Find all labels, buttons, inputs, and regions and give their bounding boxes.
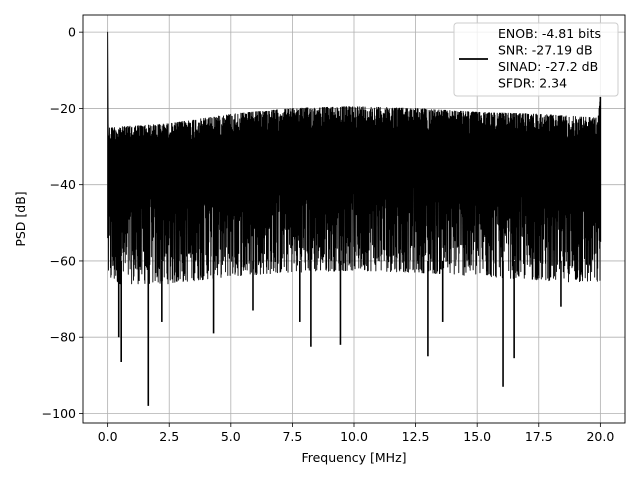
x-tick-label: 7.5 [282,429,302,444]
y-tick-label: −20 [50,101,76,116]
x-tick-label: 15.0 [463,429,491,444]
x-tick-label: 5.0 [221,429,241,444]
data-layer [107,31,602,406]
y-axis-label: PSD [dB] [13,191,28,246]
x-tick-label: 0.0 [98,429,118,444]
y-tick-label: −100 [42,406,76,421]
legend-entry-snr: SNR: -27.19 dB [498,43,593,58]
y-tick-label: 0 [68,25,76,40]
psd-trace [107,31,601,285]
ticks: 0.0 2.5 5.0 7.5 10.0 12.5 15.0 17.5 20.0 0 −20 −40 −… [42,25,615,444]
x-tick-label: 12.5 [402,429,430,444]
y-tick-label: −60 [50,253,76,268]
x-tick-label: 2.5 [159,429,179,444]
x-tick-label: 20.0 [586,429,614,444]
legend-box [453,22,619,97]
legend-entry-sfdr: SFDR: 2.34 [498,76,567,91]
legend-entry-sinad: SINAD: -27.2 dB [498,59,598,74]
x-tick-label: 17.5 [525,429,553,444]
x-tick-label: 10.0 [340,429,368,444]
legend-entry-enob: ENOB: -4.81 bits [498,26,601,41]
legend: ENOB: -4.81 bits SNR: -27.19 dB SINAD: -… [453,22,619,97]
x-axis-label: Frequency [MHz] [301,450,406,465]
y-tick-label: −80 [50,330,76,345]
y-tick-label: −40 [50,177,76,192]
